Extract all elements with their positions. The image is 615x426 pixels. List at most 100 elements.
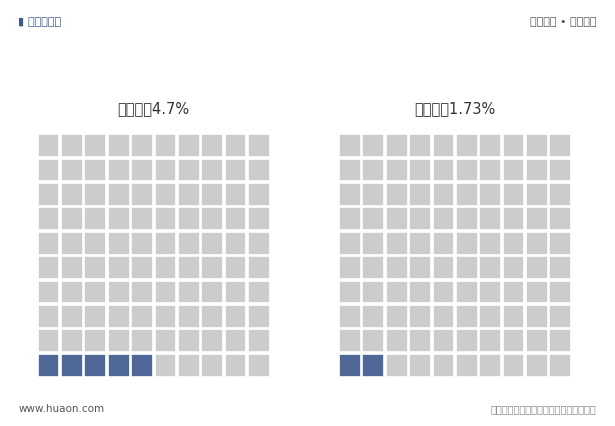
FancyBboxPatch shape bbox=[362, 208, 384, 230]
FancyBboxPatch shape bbox=[131, 330, 153, 352]
FancyBboxPatch shape bbox=[108, 256, 130, 279]
FancyBboxPatch shape bbox=[154, 208, 177, 230]
FancyBboxPatch shape bbox=[178, 330, 200, 352]
FancyBboxPatch shape bbox=[432, 256, 454, 279]
FancyBboxPatch shape bbox=[409, 159, 431, 182]
FancyBboxPatch shape bbox=[84, 330, 106, 352]
FancyBboxPatch shape bbox=[201, 281, 223, 304]
FancyBboxPatch shape bbox=[479, 208, 501, 230]
FancyBboxPatch shape bbox=[131, 305, 153, 328]
FancyBboxPatch shape bbox=[409, 354, 431, 377]
FancyBboxPatch shape bbox=[549, 232, 571, 255]
FancyBboxPatch shape bbox=[339, 159, 361, 182]
FancyBboxPatch shape bbox=[154, 135, 177, 158]
FancyBboxPatch shape bbox=[38, 330, 60, 352]
FancyBboxPatch shape bbox=[248, 159, 270, 182]
FancyBboxPatch shape bbox=[248, 305, 270, 328]
Text: 华经产业研究院: 华经产业研究院 bbox=[375, 213, 450, 231]
FancyBboxPatch shape bbox=[502, 135, 525, 158]
FancyBboxPatch shape bbox=[409, 330, 431, 352]
FancyBboxPatch shape bbox=[526, 305, 548, 328]
FancyBboxPatch shape bbox=[178, 208, 200, 230]
FancyBboxPatch shape bbox=[456, 232, 478, 255]
FancyBboxPatch shape bbox=[362, 354, 384, 377]
FancyBboxPatch shape bbox=[432, 281, 454, 304]
FancyBboxPatch shape bbox=[84, 159, 106, 182]
FancyBboxPatch shape bbox=[131, 354, 153, 377]
FancyBboxPatch shape bbox=[479, 256, 501, 279]
FancyBboxPatch shape bbox=[432, 330, 454, 352]
FancyBboxPatch shape bbox=[61, 135, 83, 158]
FancyBboxPatch shape bbox=[479, 159, 501, 182]
FancyBboxPatch shape bbox=[386, 354, 408, 377]
FancyBboxPatch shape bbox=[178, 159, 200, 182]
FancyBboxPatch shape bbox=[502, 256, 525, 279]
FancyBboxPatch shape bbox=[526, 256, 548, 279]
FancyBboxPatch shape bbox=[432, 135, 454, 158]
FancyBboxPatch shape bbox=[432, 159, 454, 182]
FancyBboxPatch shape bbox=[201, 232, 223, 255]
FancyBboxPatch shape bbox=[409, 256, 431, 279]
FancyBboxPatch shape bbox=[502, 159, 525, 182]
FancyBboxPatch shape bbox=[339, 232, 361, 255]
FancyBboxPatch shape bbox=[479, 281, 501, 304]
FancyBboxPatch shape bbox=[61, 305, 83, 328]
FancyBboxPatch shape bbox=[178, 281, 200, 304]
FancyBboxPatch shape bbox=[224, 208, 247, 230]
FancyBboxPatch shape bbox=[526, 135, 548, 158]
FancyBboxPatch shape bbox=[502, 330, 525, 352]
FancyBboxPatch shape bbox=[526, 281, 548, 304]
FancyBboxPatch shape bbox=[339, 135, 361, 158]
FancyBboxPatch shape bbox=[502, 354, 525, 377]
FancyBboxPatch shape bbox=[248, 232, 270, 255]
FancyBboxPatch shape bbox=[108, 330, 130, 352]
FancyBboxPatch shape bbox=[131, 208, 153, 230]
FancyBboxPatch shape bbox=[61, 184, 83, 206]
FancyBboxPatch shape bbox=[108, 159, 130, 182]
FancyBboxPatch shape bbox=[224, 281, 247, 304]
FancyBboxPatch shape bbox=[386, 256, 408, 279]
FancyBboxPatch shape bbox=[409, 135, 431, 158]
FancyBboxPatch shape bbox=[502, 281, 525, 304]
FancyBboxPatch shape bbox=[339, 184, 361, 206]
FancyBboxPatch shape bbox=[38, 135, 60, 158]
FancyBboxPatch shape bbox=[456, 281, 478, 304]
FancyBboxPatch shape bbox=[362, 159, 384, 182]
FancyBboxPatch shape bbox=[108, 305, 130, 328]
FancyBboxPatch shape bbox=[61, 159, 83, 182]
FancyBboxPatch shape bbox=[224, 305, 247, 328]
FancyBboxPatch shape bbox=[549, 305, 571, 328]
FancyBboxPatch shape bbox=[131, 281, 153, 304]
FancyBboxPatch shape bbox=[456, 184, 478, 206]
FancyBboxPatch shape bbox=[339, 256, 361, 279]
FancyBboxPatch shape bbox=[178, 354, 200, 377]
FancyBboxPatch shape bbox=[248, 135, 270, 158]
FancyBboxPatch shape bbox=[201, 135, 223, 158]
FancyBboxPatch shape bbox=[131, 232, 153, 255]
Text: 2024年1-10月新疆福彩及体彩销售额占全国比重: 2024年1-10月新疆福彩及体彩销售额占全国比重 bbox=[162, 55, 453, 75]
FancyBboxPatch shape bbox=[479, 305, 501, 328]
FancyBboxPatch shape bbox=[61, 256, 83, 279]
FancyBboxPatch shape bbox=[456, 256, 478, 279]
FancyBboxPatch shape bbox=[456, 354, 478, 377]
FancyBboxPatch shape bbox=[38, 305, 60, 328]
FancyBboxPatch shape bbox=[84, 232, 106, 255]
FancyBboxPatch shape bbox=[154, 184, 177, 206]
FancyBboxPatch shape bbox=[224, 135, 247, 158]
FancyBboxPatch shape bbox=[154, 256, 177, 279]
FancyBboxPatch shape bbox=[386, 232, 408, 255]
FancyBboxPatch shape bbox=[108, 281, 130, 304]
FancyBboxPatch shape bbox=[248, 354, 270, 377]
FancyBboxPatch shape bbox=[248, 330, 270, 352]
FancyBboxPatch shape bbox=[61, 354, 83, 377]
FancyBboxPatch shape bbox=[339, 330, 361, 352]
FancyBboxPatch shape bbox=[201, 159, 223, 182]
Text: 专业严谨 • 客观科学: 专业严谨 • 客观科学 bbox=[530, 17, 597, 27]
FancyBboxPatch shape bbox=[526, 184, 548, 206]
FancyBboxPatch shape bbox=[362, 256, 384, 279]
FancyBboxPatch shape bbox=[386, 330, 408, 352]
FancyBboxPatch shape bbox=[549, 184, 571, 206]
FancyBboxPatch shape bbox=[84, 256, 106, 279]
Text: 数据来源：财政部；华经产业研究院整理: 数据来源：财政部；华经产业研究院整理 bbox=[491, 403, 597, 413]
FancyBboxPatch shape bbox=[84, 135, 106, 158]
